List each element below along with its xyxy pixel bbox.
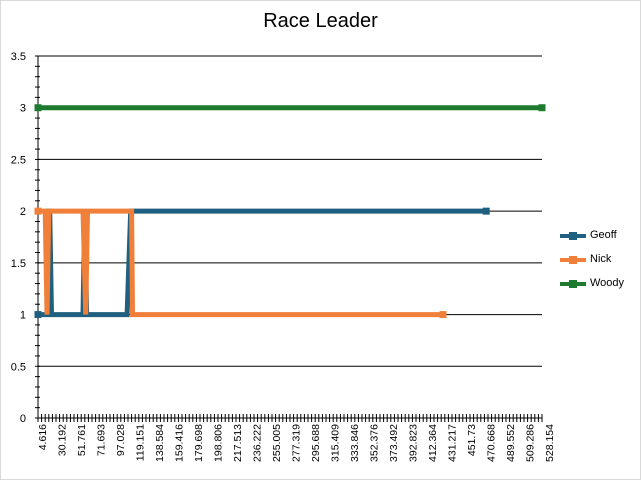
x-tick-label: 236.222 [252,424,264,462]
x-tick-label: 4.616 [37,424,49,450]
legend-label-woody: Woody [590,277,625,289]
legend-marker-geoff [569,232,577,240]
x-tick-label: 71.693 [96,424,108,456]
series-marker-woody [538,104,546,112]
chart-title: Race Leader [263,10,378,32]
x-tick-label: 179.698 [193,424,205,462]
x-tick-label: 451.73 [466,424,478,456]
legend-marker-woody [569,280,577,288]
y-tick-label: 0.5 [11,361,26,373]
series-marker-nick [34,207,42,215]
y-tick-label: 0 [20,413,26,425]
x-tick-label: 295.688 [310,424,322,462]
y-tick-label: 2.5 [11,154,26,166]
legend-marker-nick [569,256,577,264]
y-tick-label: 1 [20,310,26,322]
x-tick-label: 373.492 [388,424,400,462]
x-tick-label: 489.552 [505,424,517,462]
legend-label-geoff: Geoff [590,229,617,241]
x-tick-label: 30.192 [57,424,69,456]
series-marker-geoff [34,311,42,319]
y-tick-label: 3 [20,103,26,115]
x-tick-label: 528.154 [544,424,556,462]
y-tick-label: 1.5 [11,258,26,270]
series-marker-geoff [482,207,490,215]
x-tick-label: 255.005 [271,424,283,462]
x-tick-label: 470.668 [486,424,498,462]
x-tick-label: 198.806 [213,424,225,462]
series-marker-nick [439,311,447,319]
x-tick-label: 217.513 [232,424,244,462]
x-tick-label: 119.151 [135,424,147,461]
x-tick-label: 509.286 [525,424,537,462]
legend-label-nick: Nick [590,253,612,265]
x-tick-label: 412.364 [427,424,439,462]
x-tick-label: 277.319 [291,424,303,462]
x-tick-label: 392.823 [408,424,420,462]
y-tick-label: 3.5 [11,51,26,63]
series-marker-woody [34,104,42,112]
x-tick-label: 315.409 [330,424,342,462]
x-tick-label: 138.584 [154,424,166,462]
x-tick-label: 51.761 [76,424,88,456]
x-tick-label: 97.028 [115,424,127,456]
x-tick-label: 333.846 [349,424,361,462]
x-tick-label: 431.217 [447,424,459,462]
series-line-nick [38,208,443,318]
x-tick-label: 159.416 [174,424,186,462]
x-tick-label: 352.376 [369,424,381,462]
y-tick-label: 2 [20,206,26,218]
